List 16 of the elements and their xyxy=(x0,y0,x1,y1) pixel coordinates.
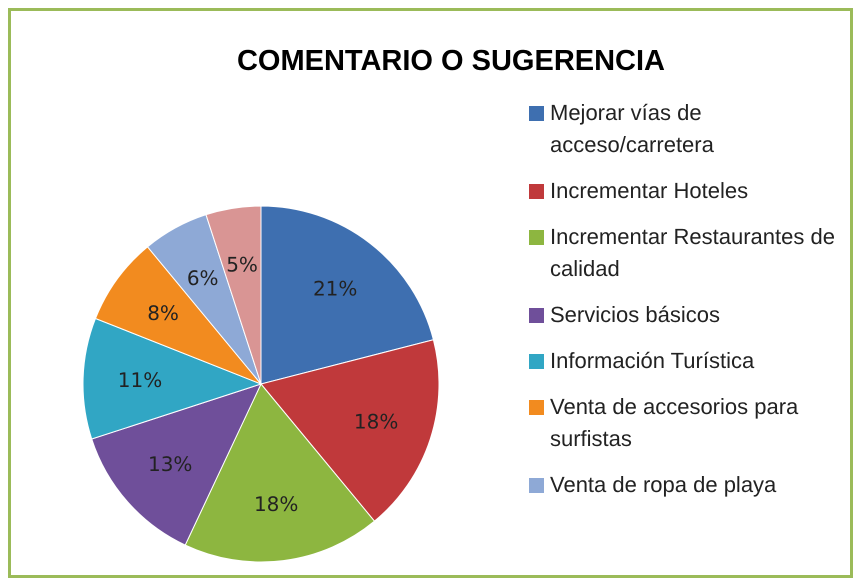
data-label: 6% xyxy=(186,266,219,290)
legend-label: Servicios básicos xyxy=(550,301,720,329)
data-label: 21% xyxy=(312,276,358,300)
data-label: 13% xyxy=(148,452,192,476)
data-label: 11% xyxy=(118,368,162,392)
legend-label: Mejorar vías de acceso/carretera xyxy=(550,99,715,159)
legend-label: Venta de accesorios para surfistas xyxy=(550,393,800,453)
legend-label: Venta de ropa de playa xyxy=(550,471,776,499)
legend-label: Incrementar Restaurantes de calidad xyxy=(550,223,836,283)
legend-label: Información Turística xyxy=(550,347,754,375)
legend-label: Incrementar Hoteles xyxy=(550,177,748,205)
data-label: 5% xyxy=(226,252,258,276)
data-label: 8% xyxy=(147,300,179,325)
data-label: 18% xyxy=(254,492,298,516)
chart-title: COMENTARIO O SUGERENCIA xyxy=(236,45,666,78)
data-label: 18% xyxy=(354,409,398,434)
